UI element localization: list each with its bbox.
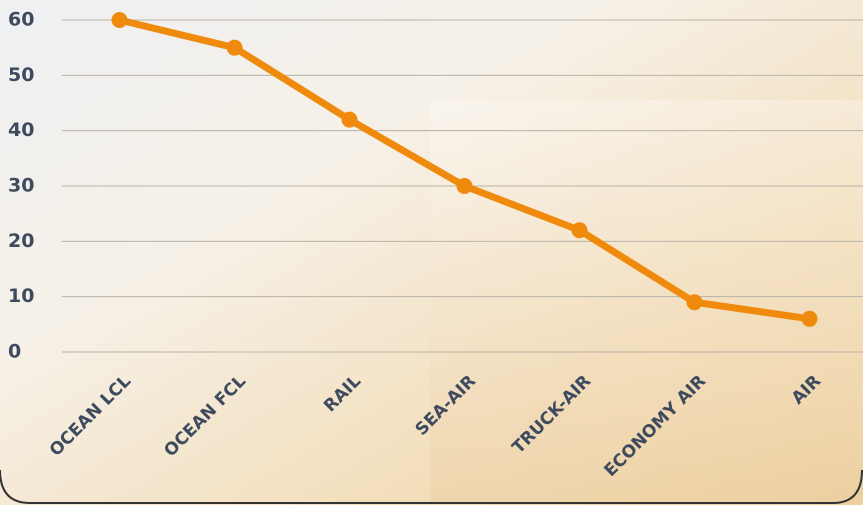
point: [456, 178, 473, 194]
frame: [0, 469, 863, 504]
point: [801, 310, 818, 327]
y-tick-label: 50: [8, 64, 34, 86]
point: [341, 111, 358, 128]
y-tick-label: 30: [8, 175, 34, 197]
point: [111, 12, 128, 28]
point: [226, 39, 243, 56]
y-tick-label: 0: [8, 341, 21, 363]
y-tick-label: 40: [8, 119, 34, 141]
y-tick-label: 20: [8, 230, 34, 252]
background-haze: [430, 100, 863, 505]
y-tick-label: 10: [8, 285, 34, 307]
point: [686, 294, 703, 311]
point: [571, 222, 588, 239]
y-tick-label: 60: [8, 9, 34, 31]
